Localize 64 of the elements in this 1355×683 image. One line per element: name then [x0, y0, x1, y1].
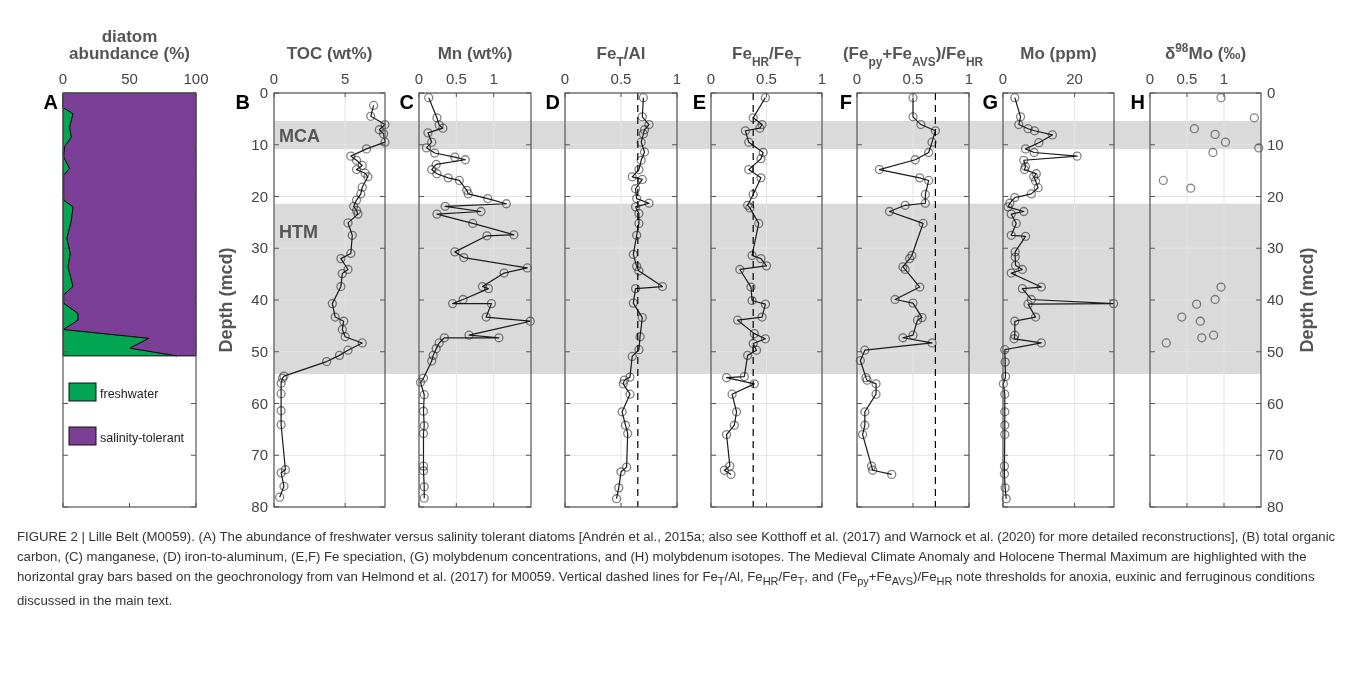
y-axis-title: Depth (mcd) [1297, 247, 1317, 353]
x-tick-label: 1 [489, 70, 498, 87]
chart-title: Mn (wt%) [437, 44, 513, 63]
chart-title: TOC (wt%) [286, 44, 373, 63]
x-tick-label: 0 [852, 70, 862, 87]
y-tick-label: 60 [251, 394, 268, 412]
x-tick-label: 0 [560, 70, 570, 87]
chart-title: (Fe$_{py}$+Fe$_{AVS}$)/Fe$_{HR}$ [842, 44, 984, 69]
text: FIGURE 2 | Lille Belt (M0059). (A) The abundance of freshwater versus salinity tolerant diatoms [Andrén et al., 2015a; also see Kotthoff et al. (2017) and Warnock et al. (2020) for more detailed reconstructions], (B) total organic carbon, (C) manganese, (D) iron-to-aluminum, (E,F) Fe speciation, (G) molybdenum concentrations, and (H) molybdenum isotopes. The Medieval Climate Anomaly and Holocene Thermal Maximum are highlighted with the horizontal gray bars based on the geochronology from van Helmond et al. (2017) for M0059. Vertical dashed lines for Fe$_{T}$/Al, Fe$_{HR}$/Fe$_{T}$, and (Fe$_{py}$+Fe$_{AVS}$)/Fe$_{HR}$ note thresholds for anoxia, euxinic and ferruginous conditions discussed in the main text. [17, 529, 1336, 608]
text: A [43, 91, 58, 113]
x-tick-label: 50 [121, 70, 138, 87]
x-tick-label: 0.5 [902, 70, 924, 87]
text: D [545, 91, 560, 113]
text: B [235, 91, 250, 113]
x-tick-label: 1 [817, 70, 827, 87]
x-tick-label: 0 [58, 70, 68, 87]
band-label: MCA [279, 126, 320, 147]
text: E [692, 91, 706, 113]
x-tick-label: 5 [340, 70, 350, 87]
x-tick-label: 20 [1066, 70, 1083, 87]
chart-title: δ$^{98}$Mo (‰) [1164, 41, 1247, 63]
y-tick-label: 50 [1267, 342, 1284, 360]
y-tick-label: 40 [1267, 291, 1284, 308]
x-tick-label: 1 [672, 70, 682, 87]
text: G [982, 91, 998, 113]
x-tick-label: 0 [998, 70, 1008, 87]
text: C [399, 91, 414, 113]
x-tick-label: 1 [1219, 70, 1229, 87]
x-tick-label: 0.5 [756, 70, 777, 87]
text: F [839, 91, 852, 113]
legend-label: freshwater [100, 387, 159, 401]
chart-title: diatom abundance (%) [69, 27, 190, 63]
y-tick-label: 40 [251, 291, 268, 308]
y-tick-label: 20 [251, 187, 268, 205]
y-tick-label: 10 [251, 135, 268, 153]
x-tick-label: 0.5 [610, 70, 632, 87]
x-tick-label: 0 [706, 70, 716, 87]
x-tick-label: 0 [414, 70, 424, 87]
x-tick-label: 0 [269, 70, 279, 87]
x-tick-label: 0.5 [1176, 70, 1198, 87]
y-tick-label: 70 [251, 446, 268, 464]
y-tick-label: 60 [1267, 394, 1284, 412]
y-tick-label: 70 [1267, 446, 1284, 464]
band-label: HTM [279, 221, 318, 242]
x-tick-label: 1 [964, 70, 974, 87]
legend-label: salinity-tolerant [100, 431, 185, 445]
point [483, 193, 493, 204]
x-tick-label: 0 [1145, 70, 1155, 87]
y-tick-label: 50 [251, 342, 268, 360]
text: H [1130, 91, 1145, 113]
y-tick-label: 30 [251, 239, 268, 257]
y-tick-label: 20 [1267, 187, 1284, 205]
y-tick-label: 80 [1267, 498, 1284, 515]
x-tick-label: 0.5 [445, 70, 467, 87]
chart-title: Mo (ppm) [1020, 44, 1097, 63]
y-tick-label: 80 [251, 498, 268, 515]
y-tick-label: 0 [1267, 84, 1276, 101]
y-tick-label: 30 [1267, 239, 1284, 257]
y-axis-title: Depth (mcd) [216, 247, 236, 353]
x-tick-label: 100 [183, 70, 209, 87]
y-tick-label: 10 [1267, 135, 1284, 153]
chart-title: Fe$_{HR}$/Fe$_{T}$ [732, 44, 802, 69]
y-tick-label: 0 [259, 84, 268, 101]
chart-title: Fe$_{T}$/Al [596, 44, 646, 69]
